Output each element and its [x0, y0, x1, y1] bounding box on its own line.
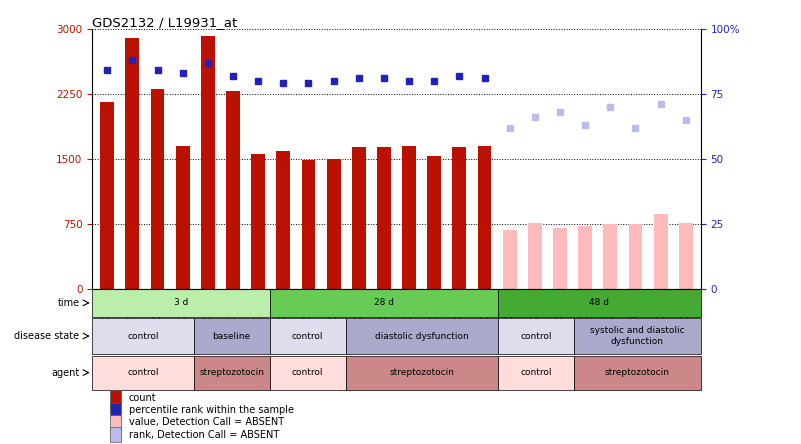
- Bar: [111, 390, 121, 405]
- Bar: [679, 223, 693, 289]
- Bar: [346, 318, 498, 354]
- Bar: [574, 356, 701, 390]
- Bar: [352, 147, 366, 289]
- Bar: [528, 223, 541, 289]
- Bar: [151, 89, 164, 289]
- Bar: [111, 403, 121, 417]
- Bar: [194, 356, 270, 390]
- Bar: [553, 228, 567, 289]
- Bar: [175, 146, 190, 289]
- Text: systolic and diastolic
dysfunction: systolic and diastolic dysfunction: [590, 326, 685, 346]
- Text: baseline: baseline: [212, 332, 251, 341]
- Bar: [578, 226, 592, 289]
- Bar: [477, 146, 492, 289]
- Bar: [498, 289, 701, 317]
- Text: streptozotocin: streptozotocin: [389, 368, 454, 377]
- Bar: [194, 318, 270, 354]
- Bar: [270, 318, 346, 354]
- Bar: [100, 103, 114, 289]
- Bar: [498, 356, 574, 390]
- Bar: [503, 230, 517, 289]
- Bar: [654, 214, 667, 289]
- Text: GDS2132 / L19931_at: GDS2132 / L19931_at: [92, 16, 237, 29]
- Text: streptozotocin: streptozotocin: [605, 368, 670, 377]
- Text: 3 d: 3 d: [174, 298, 188, 307]
- Text: diastolic dysfunction: diastolic dysfunction: [375, 332, 469, 341]
- Text: agent: agent: [51, 368, 79, 377]
- Text: control: control: [127, 332, 159, 341]
- Text: 28 d: 28 d: [374, 298, 394, 307]
- Bar: [92, 318, 194, 354]
- Bar: [427, 156, 441, 289]
- Bar: [252, 154, 265, 289]
- Bar: [270, 289, 498, 317]
- Bar: [270, 356, 346, 390]
- Text: 48 d: 48 d: [590, 298, 610, 307]
- Bar: [111, 427, 121, 442]
- Bar: [92, 356, 194, 390]
- Bar: [226, 91, 240, 289]
- Text: value, Detection Call = ABSENT: value, Detection Call = ABSENT: [129, 417, 284, 427]
- Bar: [301, 159, 316, 289]
- Bar: [377, 147, 391, 289]
- Bar: [346, 356, 498, 390]
- Text: control: control: [521, 368, 552, 377]
- Text: count: count: [129, 393, 156, 403]
- Bar: [453, 147, 466, 289]
- Text: disease state: disease state: [14, 331, 79, 341]
- Bar: [276, 151, 290, 289]
- Bar: [201, 36, 215, 289]
- Bar: [629, 225, 642, 289]
- Bar: [603, 224, 618, 289]
- Bar: [327, 159, 340, 289]
- Text: control: control: [292, 332, 324, 341]
- Bar: [126, 37, 139, 289]
- Bar: [498, 318, 574, 354]
- Bar: [574, 318, 701, 354]
- Text: streptozotocin: streptozotocin: [199, 368, 264, 377]
- Text: control: control: [521, 332, 552, 341]
- Bar: [92, 289, 270, 317]
- Text: control: control: [292, 368, 324, 377]
- Text: percentile rank within the sample: percentile rank within the sample: [129, 405, 294, 415]
- Text: rank, Detection Call = ABSENT: rank, Detection Call = ABSENT: [129, 430, 279, 440]
- Text: time: time: [58, 298, 79, 308]
- Text: control: control: [127, 368, 159, 377]
- Bar: [402, 146, 416, 289]
- Bar: [111, 415, 121, 430]
